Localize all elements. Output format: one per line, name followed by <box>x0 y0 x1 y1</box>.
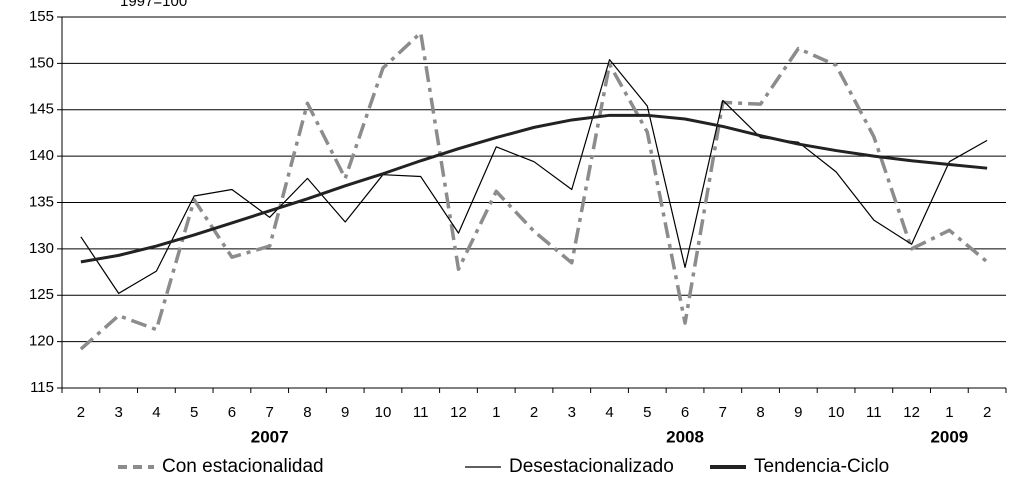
series-line <box>79 31 989 351</box>
x-tick-label: 9 <box>341 404 349 421</box>
legend-label: Con estacionalidad <box>162 456 324 477</box>
y-tick-label: 120 <box>29 333 54 350</box>
x-tick-label: 5 <box>643 404 651 421</box>
x-tick-label: 1 <box>945 404 953 421</box>
x-tick-label: 3 <box>114 404 122 421</box>
x-tick-label: 6 <box>228 404 236 421</box>
x-tick-label: 6 <box>681 404 689 421</box>
x-tick-label: 4 <box>152 404 160 421</box>
x-tick-label: 7 <box>719 404 727 421</box>
y-tick-label: 125 <box>29 286 54 303</box>
x-tick-label: 8 <box>303 404 311 421</box>
y-tick-label: 130 <box>29 240 54 257</box>
y-tick-label: 155 <box>29 8 54 25</box>
x-group-label: 2007 <box>251 427 289 446</box>
x-tick-label: 3 <box>568 404 576 421</box>
x-tick-label: 11 <box>866 404 882 421</box>
x-tick-label: 1 <box>492 404 500 421</box>
x-tick-label: 9 <box>794 404 802 421</box>
y-tick-label: 150 <box>29 54 54 71</box>
x-tick-label: 10 <box>828 404 845 421</box>
y-tick-label: 115 <box>30 379 54 396</box>
x-tick-label: 12 <box>450 404 467 421</box>
x-tick-label: 2 <box>983 404 991 421</box>
y-tick-label: 145 <box>29 101 54 118</box>
series-line <box>80 59 988 294</box>
x-tick-label: 12 <box>903 404 920 421</box>
legend-label: Tendencia-Ciclo <box>754 456 889 477</box>
x-group-label: 2008 <box>666 427 704 446</box>
x-tick-label: 2 <box>77 404 85 421</box>
x-tick-label: 5 <box>190 404 198 421</box>
x-tick-label: 8 <box>756 404 764 421</box>
x-tick-label: 2 <box>530 404 538 421</box>
legend-label: Desestacionalizado <box>509 456 674 477</box>
x-tick-label: 10 <box>375 404 392 421</box>
chart-subtitle: 1997=100 <box>120 0 187 10</box>
series-line <box>80 113 988 264</box>
x-tick-label: 7 <box>266 404 274 421</box>
y-tick-label: 140 <box>29 147 54 164</box>
x-group-label: 2009 <box>930 427 968 446</box>
x-tick-label: 11 <box>413 404 429 421</box>
x-tick-label: 4 <box>605 404 613 421</box>
y-tick-label: 135 <box>29 193 54 210</box>
